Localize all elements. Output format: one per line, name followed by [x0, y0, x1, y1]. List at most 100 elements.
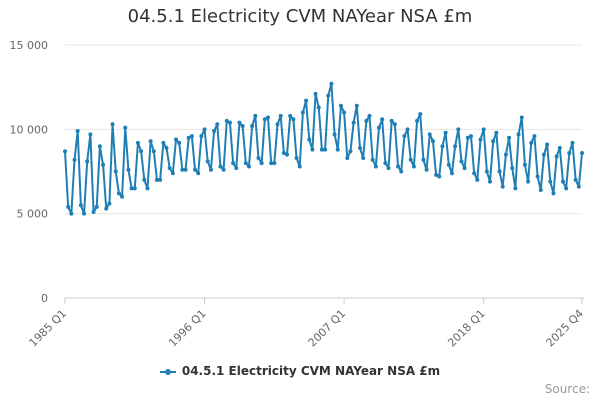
data-point[interactable]	[189, 134, 194, 139]
data-point[interactable]	[224, 118, 229, 123]
data-point[interactable]	[402, 134, 407, 139]
data-point[interactable]	[567, 150, 572, 155]
data-point[interactable]	[291, 117, 296, 122]
data-point[interactable]	[497, 169, 502, 174]
data-point[interactable]	[107, 201, 112, 206]
data-point[interactable]	[193, 167, 198, 172]
data-point[interactable]	[516, 132, 521, 137]
data-point[interactable]	[69, 211, 74, 216]
data-point[interactable]	[66, 204, 71, 209]
data-point[interactable]	[459, 159, 464, 164]
data-point[interactable]	[281, 150, 286, 155]
data-point[interactable]	[174, 137, 179, 142]
data-point[interactable]	[332, 132, 337, 137]
data-point[interactable]	[110, 122, 115, 127]
data-point[interactable]	[484, 169, 489, 174]
data-point[interactable]	[151, 149, 156, 154]
data-point[interactable]	[345, 156, 350, 161]
data-point[interactable]	[319, 147, 324, 152]
data-point[interactable]	[370, 157, 375, 162]
data-point[interactable]	[513, 186, 518, 191]
data-point[interactable]	[262, 117, 267, 122]
data-point[interactable]	[373, 164, 378, 169]
data-point[interactable]	[97, 144, 102, 149]
data-point[interactable]	[246, 164, 251, 169]
data-point[interactable]	[129, 186, 134, 191]
data-point[interactable]	[167, 166, 172, 171]
data-point[interactable]	[383, 161, 388, 166]
data-point[interactable]	[342, 110, 347, 115]
data-point[interactable]	[380, 117, 385, 122]
data-point[interactable]	[297, 164, 302, 169]
data-point[interactable]	[478, 137, 483, 142]
data-point[interactable]	[503, 152, 508, 157]
data-point[interactable]	[307, 137, 312, 142]
data-point[interactable]	[183, 167, 188, 172]
data-point[interactable]	[75, 129, 80, 134]
data-point[interactable]	[468, 134, 473, 139]
data-point[interactable]	[437, 174, 442, 179]
data-point[interactable]	[408, 157, 413, 162]
data-point[interactable]	[475, 177, 480, 182]
data-point[interactable]	[364, 118, 369, 123]
data-point[interactable]	[541, 152, 546, 157]
data-point[interactable]	[434, 172, 439, 177]
data-point[interactable]	[494, 130, 499, 135]
data-point[interactable]	[453, 144, 458, 149]
data-point[interactable]	[576, 184, 581, 189]
data-point[interactable]	[507, 135, 512, 140]
data-point[interactable]	[519, 115, 524, 120]
data-point[interactable]	[199, 134, 204, 139]
data-point[interactable]	[462, 166, 467, 171]
data-point[interactable]	[573, 177, 578, 182]
data-point[interactable]	[386, 166, 391, 171]
data-point[interactable]	[357, 145, 362, 150]
data-point[interactable]	[243, 161, 248, 166]
data-point[interactable]	[449, 171, 454, 176]
data-point[interactable]	[202, 127, 207, 132]
data-point[interactable]	[580, 150, 584, 155]
data-point[interactable]	[101, 162, 106, 167]
data-point[interactable]	[196, 171, 201, 176]
data-point[interactable]	[510, 166, 515, 171]
data-point[interactable]	[145, 186, 150, 191]
data-point[interactable]	[446, 162, 451, 167]
data-point[interactable]	[240, 123, 245, 128]
data-point[interactable]	[78, 203, 83, 208]
data-point[interactable]	[472, 171, 477, 176]
data-point[interactable]	[529, 140, 534, 145]
data-point[interactable]	[126, 167, 131, 172]
data-point[interactable]	[570, 140, 575, 145]
data-point[interactable]	[304, 98, 309, 103]
data-point[interactable]	[208, 167, 213, 172]
data-point[interactable]	[488, 179, 493, 184]
data-point[interactable]	[135, 140, 140, 145]
data-point[interactable]	[164, 145, 169, 150]
data-point[interactable]	[180, 167, 185, 172]
data-point[interactable]	[532, 134, 537, 139]
data-point[interactable]	[300, 110, 305, 115]
data-point[interactable]	[205, 159, 210, 164]
data-point[interactable]	[120, 194, 125, 199]
data-point[interactable]	[396, 164, 401, 169]
data-point[interactable]	[313, 91, 318, 96]
data-point[interactable]	[212, 129, 217, 134]
data-point[interactable]	[139, 149, 144, 154]
data-point[interactable]	[491, 139, 496, 144]
data-point[interactable]	[177, 140, 182, 145]
data-point[interactable]	[148, 139, 153, 144]
data-point[interactable]	[272, 161, 277, 166]
data-point[interactable]	[63, 149, 67, 154]
data-point[interactable]	[389, 118, 394, 123]
data-point[interactable]	[250, 123, 255, 128]
data-point[interactable]	[170, 171, 175, 176]
data-point[interactable]	[269, 161, 274, 166]
data-point[interactable]	[116, 191, 121, 196]
data-point[interactable]	[538, 188, 543, 193]
data-point[interactable]	[123, 125, 128, 130]
data-point[interactable]	[221, 167, 226, 172]
data-point[interactable]	[351, 120, 356, 125]
data-point[interactable]	[377, 125, 382, 130]
data-point[interactable]	[72, 157, 77, 162]
data-point[interactable]	[275, 122, 280, 127]
